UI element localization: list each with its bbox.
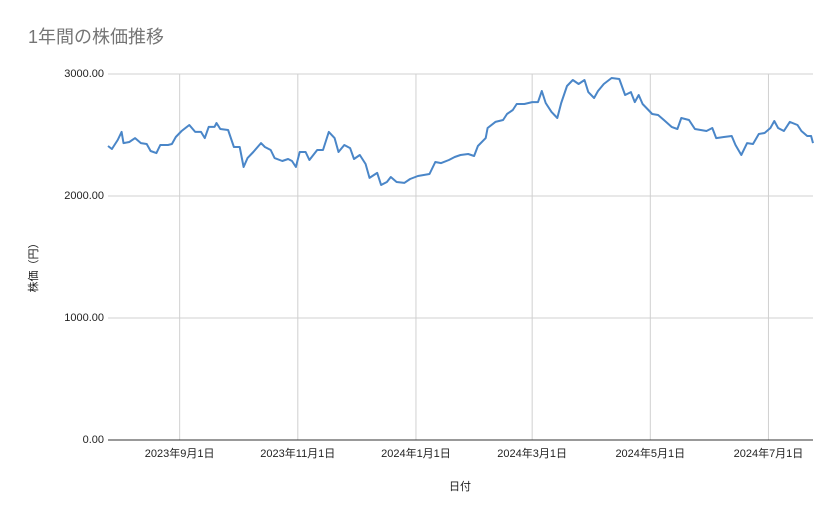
x-tick-label: 2023年11月1日 (260, 446, 335, 460)
line-series (107, 77, 814, 186)
y-axis-label: 株価（円） (26, 238, 40, 293)
x-tick-label: 2024年7月1日 (734, 446, 804, 460)
x-tick-label: 2023年9月1日 (145, 446, 215, 460)
y-tick-label: 0.00 (83, 434, 104, 446)
y-tick-label: 1000.00 (64, 312, 104, 324)
y-tick-label: 3000.00 (64, 68, 104, 80)
chart-title: 1年間の株価推移 (28, 27, 164, 47)
x-axis-label: 日付 (449, 480, 471, 493)
x-tick-label: 2024年5月1日 (615, 446, 685, 460)
x-tick-label: 2024年1月1日 (381, 446, 451, 460)
y-tick-label: 2000.00 (64, 190, 104, 202)
x-tick-label: 2024年3月1日 (497, 446, 567, 460)
